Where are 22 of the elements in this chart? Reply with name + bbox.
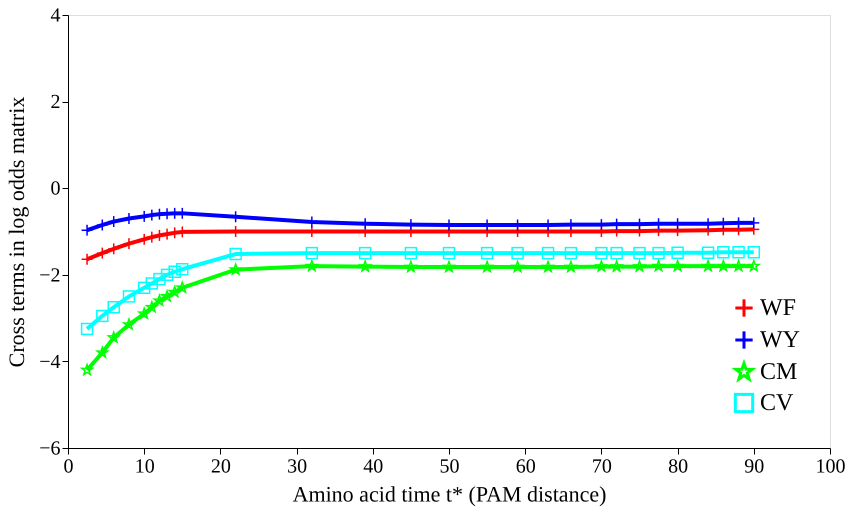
legend-label: CM	[760, 359, 798, 385]
x-tick-label: 10	[134, 456, 155, 478]
x-tick-label: 100	[816, 456, 846, 478]
y-tick-label: 2	[50, 91, 60, 114]
x-tick-label: 30	[287, 456, 308, 478]
y-axis-title: Cross terms in log odds matrix	[4, 96, 30, 368]
x-tick-label: 90	[744, 456, 764, 478]
x-tick-label: 20	[210, 456, 231, 478]
legend-label: WY	[760, 327, 800, 353]
x-axis-title: Amino acid time t* (PAM distance)	[292, 482, 606, 506]
x-tick-label: 70	[592, 456, 612, 478]
y-tick-label: 4	[50, 4, 60, 26]
x-tick-label: 80	[668, 456, 688, 478]
legend-label: WF	[760, 295, 796, 321]
y-tick-label: −4	[39, 350, 60, 373]
x-tick-label: 60	[516, 456, 536, 478]
legend-label: CV	[760, 390, 794, 416]
x-tick-label: 40	[363, 456, 384, 478]
y-tick-label: −2	[39, 264, 60, 286]
x-tick-label: 50	[440, 456, 460, 478]
y-tick-label: 0	[50, 178, 60, 200]
y-tick-label: −6	[39, 438, 60, 460]
